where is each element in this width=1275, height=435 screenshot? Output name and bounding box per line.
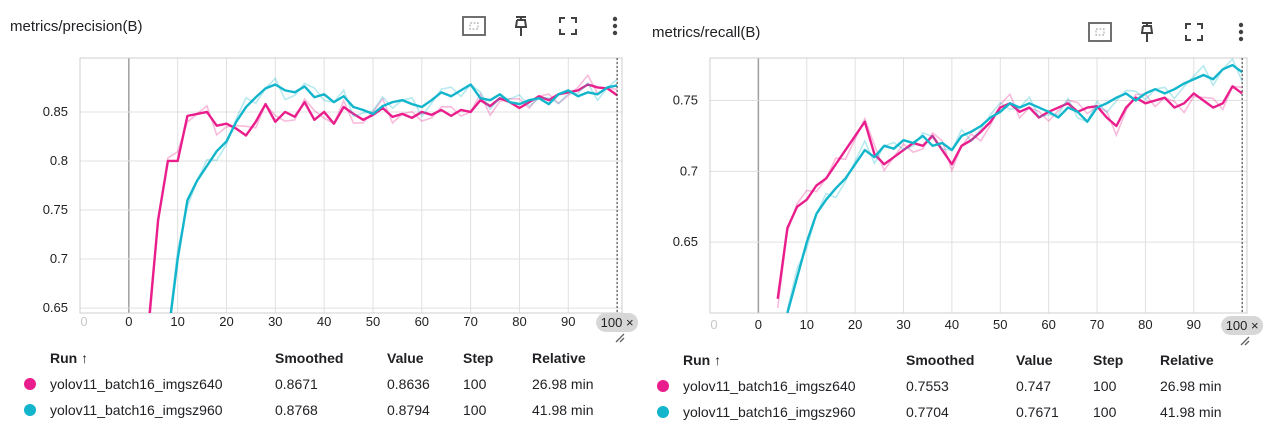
- fit-domain-icon[interactable]: [1086, 18, 1114, 46]
- value: 0.8636: [387, 376, 430, 392]
- smoothed-header[interactable]: Smoothed: [275, 350, 344, 366]
- resize-handle-icon[interactable]: [615, 333, 625, 343]
- series-line: [148, 83, 618, 313]
- series-raw-line: [776, 85, 1243, 309]
- relative-time: 26.98 min: [1160, 378, 1222, 394]
- x-tick-label: 90: [1187, 317, 1201, 332]
- step-header[interactable]: Step: [1093, 352, 1124, 368]
- run-name: yolov11_batch16_imgsz960: [50, 402, 223, 418]
- series-color-dot: [24, 404, 36, 416]
- x-tick-label: 60: [415, 314, 429, 329]
- x-tick-label: 70: [1090, 317, 1104, 332]
- pin-icon[interactable]: [1133, 18, 1161, 46]
- value-header[interactable]: Value: [1016, 352, 1053, 368]
- x-tick-label: 40: [317, 314, 331, 329]
- run-name: yolov11_batch16_imgsz640: [50, 376, 223, 392]
- more-vert-icon[interactable]: [1227, 18, 1255, 46]
- series-raw-line: [149, 73, 618, 313]
- series-line: [786, 63, 1243, 313]
- plot-frame: [79, 57, 623, 314]
- y-tick-label: 0.75: [43, 202, 68, 217]
- y-tick-label: 0.65: [673, 234, 698, 249]
- more-vert-icon[interactable]: [601, 12, 629, 40]
- chart-card-recall: metrics/recall(B) 0.650.70.7501010203040…: [640, 0, 1275, 435]
- step: 100: [1093, 378, 1117, 394]
- x-tick-label: 20: [219, 314, 233, 329]
- x-tick-label: 70: [463, 314, 477, 329]
- run-name: yolov11_batch16_imgsz640: [683, 378, 856, 394]
- x-tick-label-faint: 0: [80, 314, 87, 329]
- series-color-dot: [24, 378, 36, 390]
- smoothed-header[interactable]: Smoothed: [906, 352, 975, 368]
- x-tick-label: 30: [896, 317, 910, 332]
- value-header[interactable]: Value: [387, 350, 424, 366]
- series-line: [169, 83, 618, 313]
- y-tick-label: 0.85: [43, 104, 68, 119]
- run-name: yolov11_batch16_imgsz960: [683, 404, 856, 420]
- run-header[interactable]: Run ↑: [50, 350, 89, 366]
- value: 0.747: [1016, 378, 1052, 394]
- fullscreen-icon[interactable]: [1180, 18, 1208, 46]
- x-tick-label-faint: 0: [710, 317, 717, 332]
- y-tick-label: 0.8: [50, 153, 68, 168]
- pin-icon[interactable]: [507, 12, 535, 40]
- y-tick-label: 0.65: [43, 300, 68, 315]
- step: 100: [463, 402, 487, 418]
- x-tick-label: 0: [755, 317, 762, 332]
- run-header[interactable]: Run ↑: [683, 352, 722, 368]
- hover-step-label: 100 ×: [1226, 318, 1259, 333]
- hover-step-label: 100 ×: [601, 315, 634, 330]
- series-raw-line: [169, 76, 618, 313]
- plot-frame: [709, 57, 1248, 314]
- chart-toolbar: [460, 12, 629, 40]
- x-tick-label: 30: [268, 314, 282, 329]
- x-tick-label: 80: [512, 314, 526, 329]
- chart-toolbar: [1086, 18, 1255, 46]
- value: 0.8794: [387, 402, 430, 418]
- relative-header[interactable]: Relative: [1160, 352, 1214, 368]
- chart-card-precision: metrics/precision(B) 0.65 0.7 0.75 0.8 0.85 0…: [0, 0, 640, 418]
- resize-handle-icon[interactable]: [1240, 336, 1250, 346]
- y-tick-label: 0.7: [680, 163, 698, 178]
- y-tick-label: 0.7: [50, 251, 68, 266]
- series-line: [776, 85, 1243, 299]
- fullscreen-icon[interactable]: [554, 12, 582, 40]
- chart-title: metrics/precision(B): [10, 18, 143, 35]
- y-tick-label: 0.75: [673, 93, 698, 108]
- value: 0.7671: [1016, 404, 1059, 420]
- smoothed-value: 0.7704: [906, 404, 949, 420]
- relative-time: 41.98 min: [1160, 404, 1222, 420]
- step: 100: [1093, 404, 1117, 420]
- series-color-dot: [657, 406, 669, 418]
- step-header[interactable]: Step: [463, 350, 494, 366]
- x-tick-label: 50: [366, 314, 380, 329]
- x-tick-label: 90: [561, 314, 575, 329]
- relative-time: 41.98 min: [532, 402, 594, 418]
- x-tick-label: 60: [1041, 317, 1055, 332]
- x-tick-label: 10: [800, 317, 814, 332]
- fit-domain-icon[interactable]: [460, 12, 488, 40]
- relative-time: 26.98 min: [532, 376, 594, 392]
- recall-chart[interactable]: 0.650.70.75010102030405060708090100 ×: [640, 0, 1275, 346]
- x-tick-label: 20: [848, 317, 862, 332]
- x-tick-label: 40: [945, 317, 959, 332]
- x-tick-label: 50: [993, 317, 1007, 332]
- smoothed-value: 0.8768: [275, 402, 318, 418]
- hover-step-badge: [1221, 316, 1264, 335]
- step: 100: [463, 376, 487, 392]
- series-raw-line: [786, 58, 1243, 311]
- series-color-dot: [657, 380, 669, 392]
- smoothed-value: 0.7553: [906, 378, 949, 394]
- x-tick-label: 10: [170, 314, 184, 329]
- precision-chart[interactable]: 0.650.70.750.80.850101020304050607080901…: [0, 0, 640, 345]
- x-tick-label: 0: [125, 314, 132, 329]
- relative-header[interactable]: Relative: [532, 350, 586, 366]
- smoothed-value: 0.8671: [275, 376, 318, 392]
- hover-step-badge: [596, 313, 639, 332]
- x-tick-label: 80: [1138, 317, 1152, 332]
- chart-title: metrics/recall(B): [652, 24, 761, 41]
